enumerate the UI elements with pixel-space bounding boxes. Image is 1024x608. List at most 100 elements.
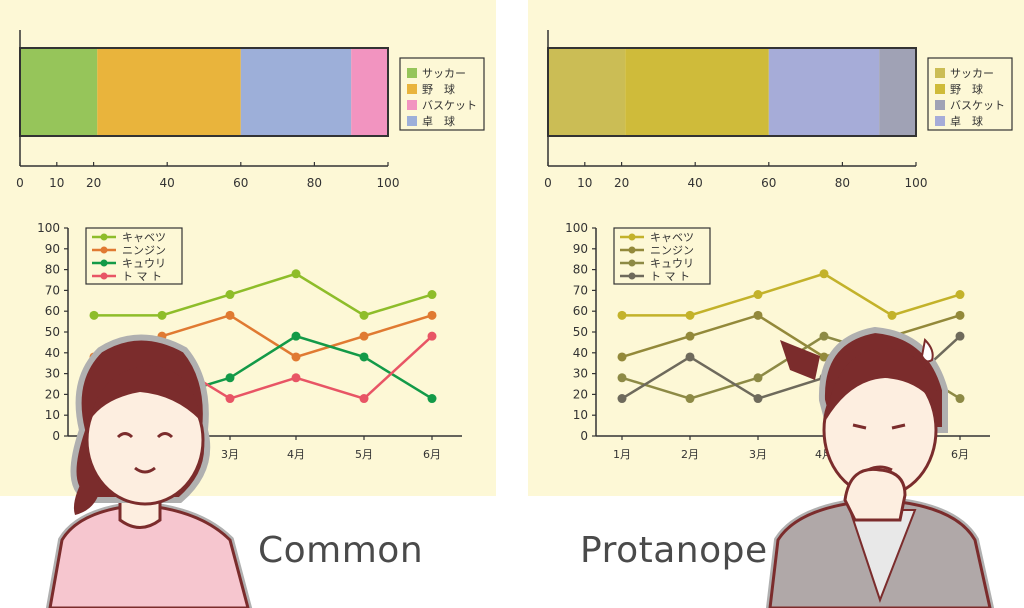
x-tick-label: 6月 [951, 448, 969, 461]
legend-label: ニンジン [122, 244, 166, 257]
data-point [887, 310, 897, 320]
y-tick-label: 0 [52, 429, 60, 443]
legend-marker [628, 259, 636, 267]
data-point [359, 310, 369, 320]
data-point [427, 310, 437, 320]
legend-label: 卓 球 [950, 114, 983, 128]
y-tick-label: 20 [45, 387, 60, 401]
caption-common: Common [258, 530, 424, 571]
data-point [685, 352, 695, 362]
bar-segment [240, 48, 352, 136]
x-tick-label: 40 [688, 176, 703, 190]
series-line [621, 313, 961, 359]
data-point [753, 310, 763, 320]
legend-marker [100, 259, 108, 267]
y-tick-label: 50 [45, 325, 60, 339]
y-tick-label: 100 [565, 221, 588, 235]
data-point [427, 331, 437, 341]
data-point [291, 269, 301, 279]
data-point [955, 310, 965, 320]
legend-swatch [935, 84, 945, 94]
x-tick-label: 3月 [221, 448, 239, 461]
y-tick-label: 10 [573, 408, 588, 422]
woman-illustration [45, 334, 253, 608]
legend-marker [628, 246, 636, 254]
y-tick-label: 100 [37, 221, 60, 235]
legend-label: サッカー [422, 67, 466, 80]
data-point [955, 331, 965, 341]
x-tick-label: 60 [233, 176, 248, 190]
legend-label: 卓 球 [422, 114, 455, 128]
x-tick-label: 10 [577, 176, 592, 190]
y-tick-label: 40 [45, 346, 60, 360]
data-point [225, 394, 235, 404]
data-point [291, 373, 301, 383]
data-point [819, 269, 829, 279]
data-point [753, 373, 763, 383]
x-tick-label: 20 [86, 176, 101, 190]
legend-label: バスケット [950, 99, 1005, 112]
y-tick-label: 80 [573, 263, 588, 277]
bar-segment [768, 48, 880, 136]
y-tick-label: 10 [45, 408, 60, 422]
legend-label: キュウリ [122, 257, 166, 270]
x-tick-label: 6月 [423, 448, 441, 461]
data-point [685, 331, 695, 341]
data-point [617, 373, 627, 383]
man-illustration [765, 326, 995, 608]
y-tick-label: 0 [580, 429, 588, 443]
legend-label: ニンジン [650, 244, 694, 257]
legend-swatch [407, 100, 417, 110]
y-tick-label: 20 [573, 387, 588, 401]
legend-swatch [935, 100, 945, 110]
legend-swatch [935, 68, 945, 78]
data-point [291, 352, 301, 362]
data-point [225, 290, 235, 300]
legend-marker [100, 233, 108, 241]
legend-label: サッカー [950, 67, 994, 80]
data-point [359, 394, 369, 404]
data-point [685, 394, 695, 404]
legend-label: 野 球 [950, 82, 983, 96]
x-tick-label: 100 [905, 176, 928, 190]
y-tick-label: 30 [573, 367, 588, 381]
y-tick-label: 80 [45, 263, 60, 277]
bar-segment [97, 48, 241, 136]
y-tick-label: 70 [45, 283, 60, 297]
legend-label: キャベツ [122, 231, 166, 244]
data-point [685, 310, 695, 320]
legend-label: キャベツ [650, 231, 694, 244]
legend-label: ト マ ト [650, 270, 690, 283]
y-tick-label: 60 [45, 304, 60, 318]
x-tick-label: 4月 [287, 448, 305, 461]
series-line [94, 272, 433, 317]
x-tick-label: 10 [49, 176, 64, 190]
data-point [955, 290, 965, 300]
legend-marker [628, 233, 636, 241]
data-point [157, 310, 167, 320]
x-tick-label: 60 [761, 176, 776, 190]
data-point [427, 290, 437, 300]
data-point [359, 352, 369, 362]
legend-label: キュウリ [650, 257, 694, 270]
data-point [617, 352, 627, 362]
x-tick-label: 20 [614, 176, 629, 190]
legend-swatch [935, 116, 945, 126]
y-tick-label: 40 [573, 346, 588, 360]
y-tick-label: 90 [45, 242, 60, 256]
data-point [955, 394, 965, 404]
x-tick-label: 2月 [681, 448, 699, 461]
bar-segment [625, 48, 769, 136]
data-point [819, 352, 829, 362]
x-tick-label: 0 [16, 176, 24, 190]
data-point [427, 394, 437, 404]
legend-swatch [407, 84, 417, 94]
y-tick-label: 30 [45, 367, 60, 381]
x-tick-label: 80 [307, 176, 322, 190]
x-tick-label: 3月 [749, 448, 767, 461]
data-point [753, 290, 763, 300]
x-tick-label: 5月 [355, 448, 373, 461]
y-tick-label: 70 [573, 283, 588, 297]
data-point [359, 331, 369, 341]
